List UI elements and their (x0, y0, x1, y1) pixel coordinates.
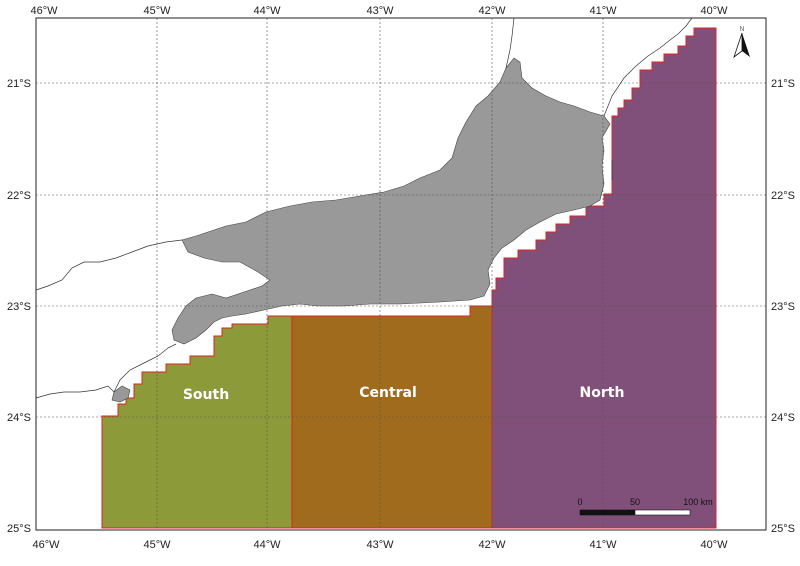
north-arrow-dark-half (742, 33, 750, 57)
graticule (36, 18, 766, 530)
scale-bar-light-segment (634, 509, 691, 516)
scale-bar-dark-segment (579, 509, 636, 516)
lon-label-43w-top: 43°W (366, 5, 394, 17)
lat-label-22s-left: 22°S (7, 190, 31, 202)
lon-label-46w-bottom: 46°W (32, 539, 60, 551)
lat-label-22s-right: 22°S (771, 190, 795, 202)
lon-label-42w-bottom: 42°W (478, 539, 506, 551)
lat-label-25s-right: 25°S (771, 523, 795, 535)
lon-label-44w-top: 44°W (253, 5, 281, 17)
region-label-south: South (183, 387, 229, 403)
longitude-labels-bottom: 46°W 45°W 44°W 43°W 42°W 41°W 40°W (32, 539, 728, 551)
scale-label-0: 0 (577, 497, 582, 507)
lat-label-21s-right: 21°S (771, 78, 795, 90)
lon-label-44w-bottom: 44°W (253, 539, 281, 551)
scale-label-100km: 100 km (683, 497, 713, 507)
region-north-area (491, 27, 717, 529)
latitude-labels-left: 21°S 22°S 23°S 24°S 25°S (7, 78, 31, 535)
lon-label-40w-top: 40°W (700, 5, 728, 17)
region-label-north: North (580, 385, 625, 401)
longitude-labels-top: 46°W 45°W 44°W 43°W 42°W 41°W 40°W (30, 5, 728, 17)
lat-label-24s-left: 24°S (7, 412, 31, 424)
island (111, 385, 131, 403)
land-mass (171, 57, 611, 345)
lat-label-21s-left: 21°S (7, 78, 31, 90)
latitude-labels-right: 21°S 22°S 23°S 24°S 25°S (771, 78, 795, 535)
lat-label-23s-right: 23°S (771, 301, 795, 313)
lon-label-41w-top: 41°W (589, 5, 617, 17)
neighbor-boundaries (35, 17, 693, 399)
region-south-area (101, 315, 293, 529)
lat-label-23s-left: 23°S (7, 301, 31, 313)
lon-label-46w-top: 46°W (30, 5, 58, 17)
lat-label-24s-right: 24°S (771, 412, 795, 424)
north-arrow-label: N (739, 26, 744, 33)
lat-label-25s-left: 25°S (7, 523, 31, 535)
north-arrow-light-half (733, 32, 743, 59)
scale-bar: 0 50 100 km (577, 497, 713, 516)
scale-label-50: 50 (630, 497, 640, 507)
lon-label-45w-bottom: 45°W (143, 539, 171, 551)
lon-label-45w-top: 45°W (143, 5, 171, 17)
lon-label-42w-top: 42°W (478, 5, 506, 17)
lon-label-40w-bottom: 40°W (700, 539, 728, 551)
lon-label-41w-bottom: 41°W (589, 539, 617, 551)
region-label-central: Central (359, 385, 417, 401)
north-arrow-icon: N (733, 26, 750, 59)
lon-label-43w-bottom: 43°W (366, 539, 394, 551)
